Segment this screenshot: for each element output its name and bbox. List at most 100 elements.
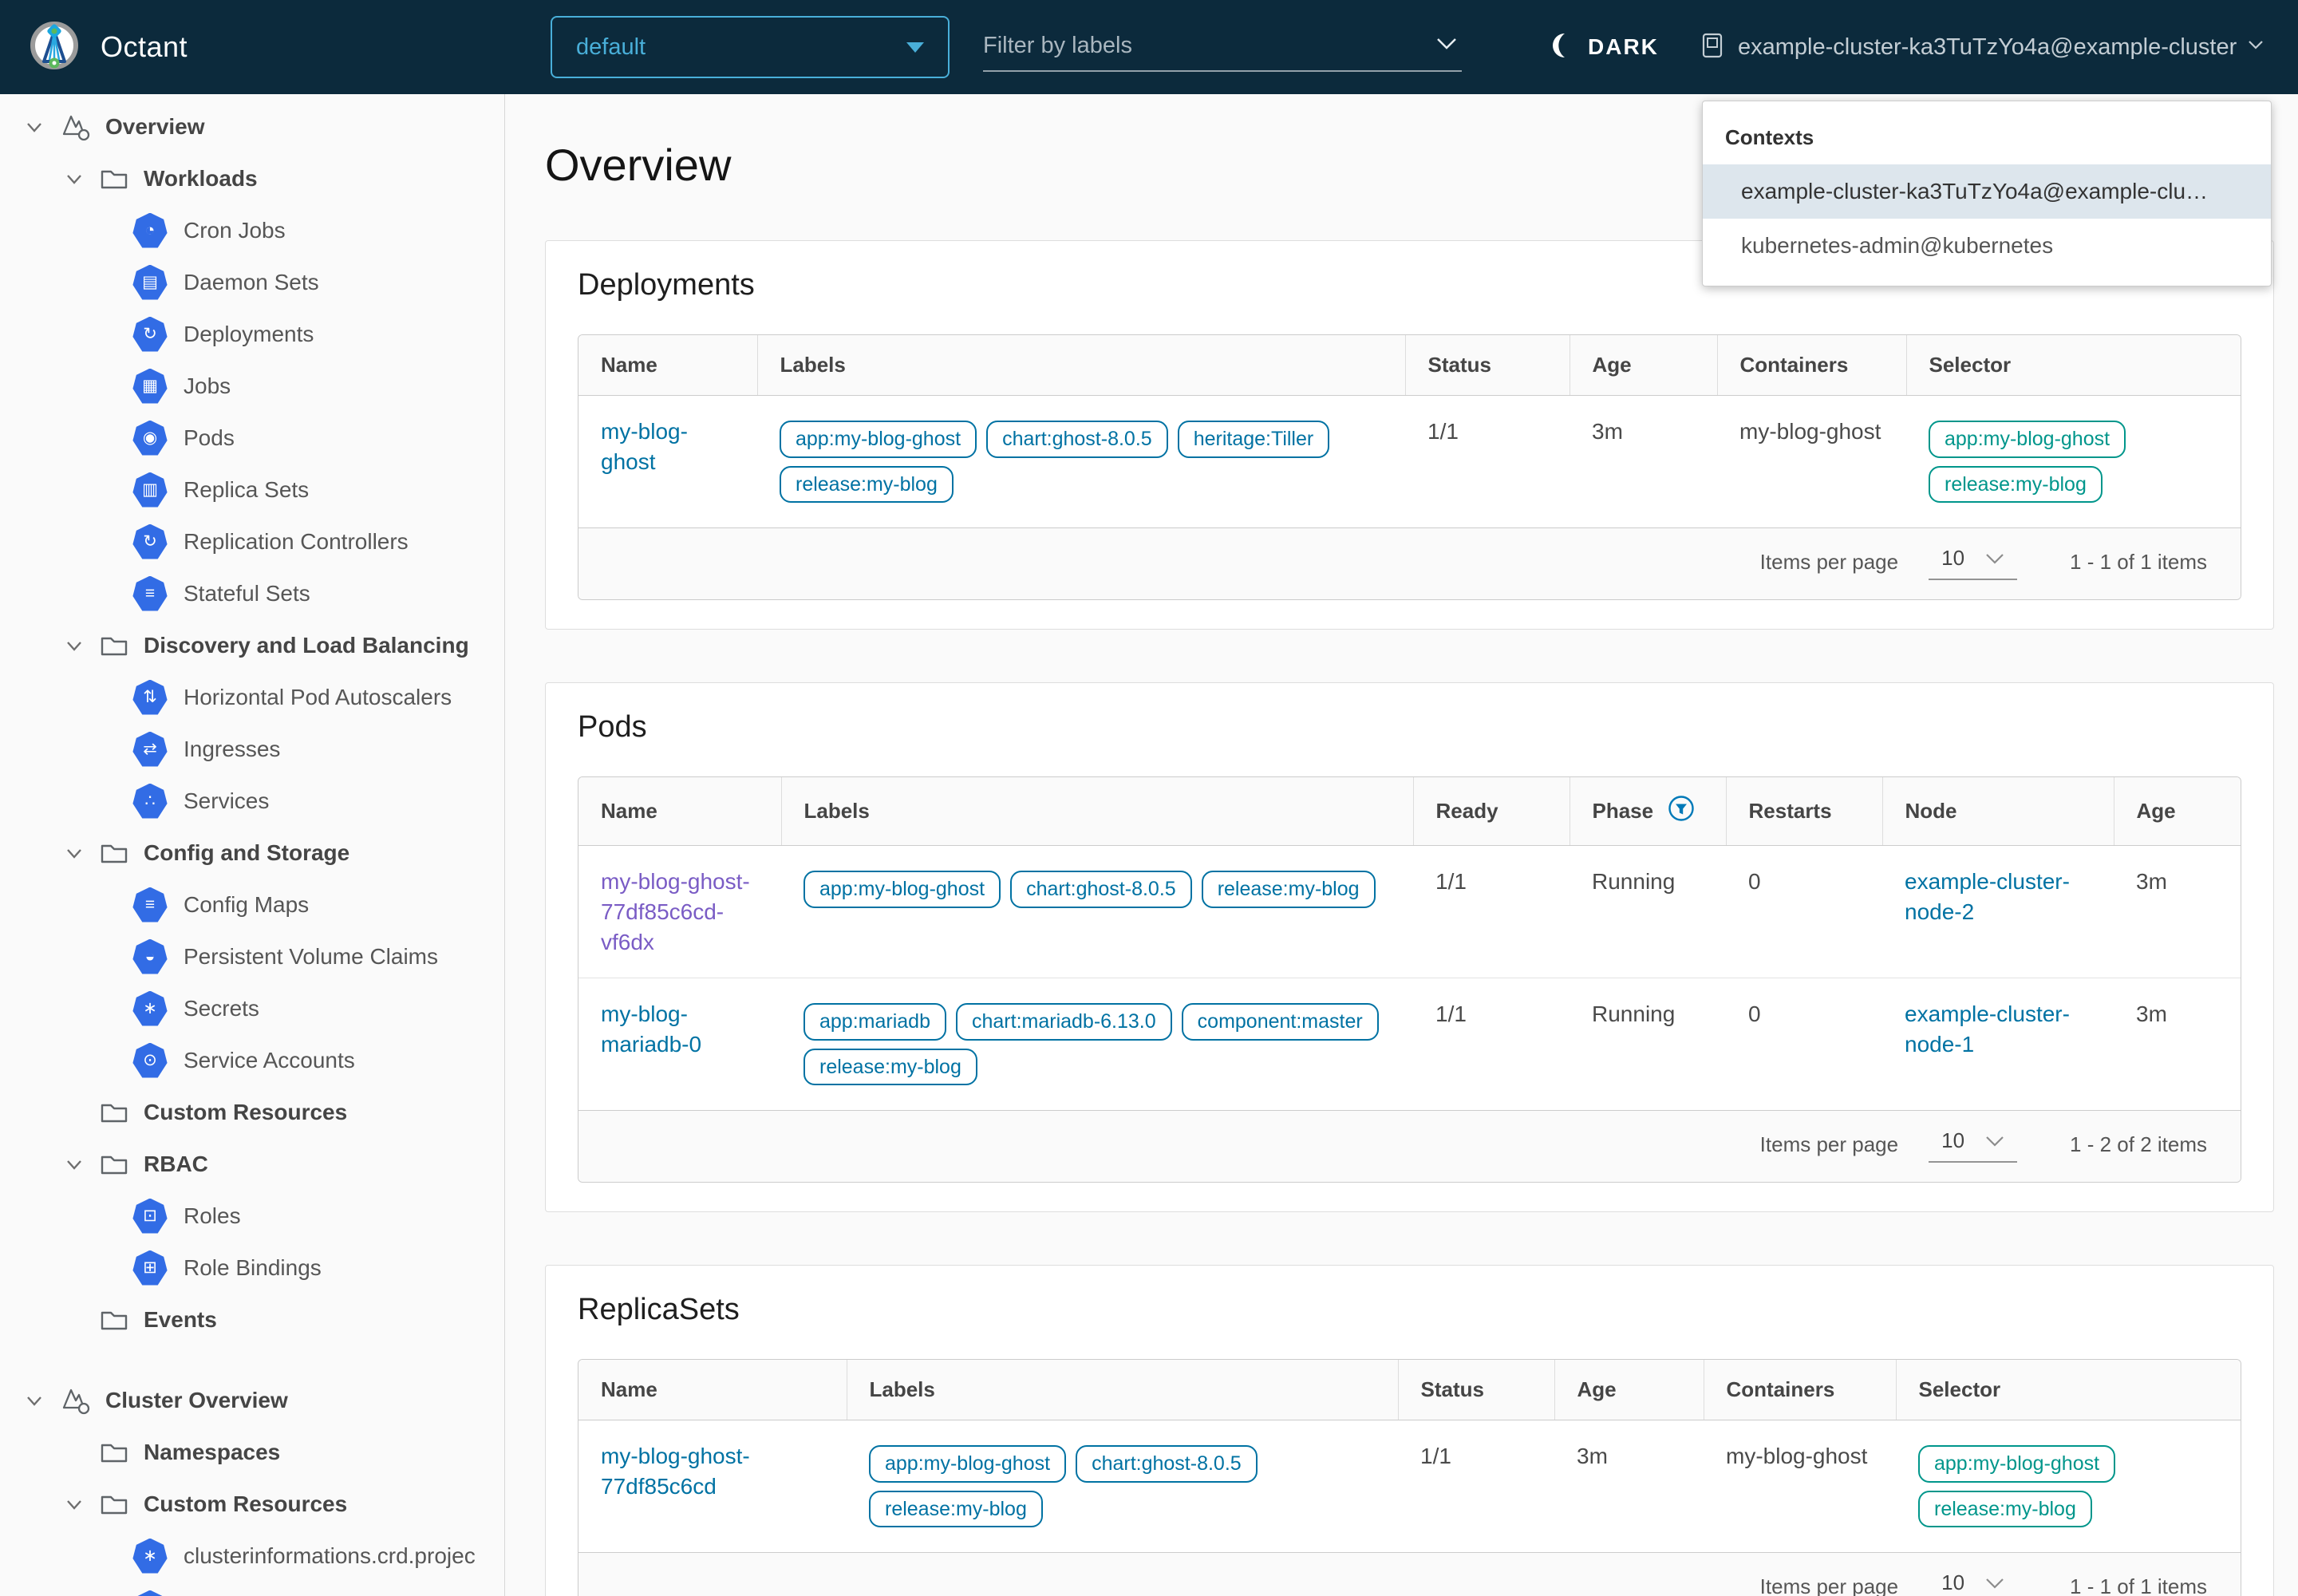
sidebar-item-events[interactable]: Events [0, 1294, 504, 1345]
column-header-status[interactable]: Status [1404, 335, 1570, 396]
context-option-kubernetes-admin-kubernetes[interactable]: kubernetes-admin@kubernetes [1741, 233, 2054, 258]
octant-logo-icon [29, 20, 80, 75]
sidebar-item-persistent-volume-claims[interactable]: ◒ Persistent Volume Claims [0, 930, 504, 982]
column-header-node[interactable]: Node [1881, 777, 2114, 846]
page-size-select[interactable]: 10 [1929, 544, 2018, 580]
sidebar-item-config-maps[interactable]: ≡ Config Maps [0, 879, 504, 930]
sidebar-item-deployments[interactable]: ↻ Deployments [0, 308, 504, 360]
chevron-down-icon [62, 841, 86, 865]
page-size-value: 10 [1941, 1128, 1965, 1153]
sidebar-item-cron-jobs[interactable]: ◔ Cron Jobs [0, 204, 504, 256]
page-size-value: 10 [1941, 1570, 1965, 1595]
context-dropdown: Contexts example-cluster-ka3TuTzYo4a@exa… [1702, 101, 2272, 286]
sidebar-item-discovery-and-load-balancing[interactable]: Discovery and Load Balancing [0, 619, 504, 671]
column-header-ready[interactable]: Ready [1412, 777, 1570, 846]
sidebar-item-config-and-storage[interactable]: Config and Storage [0, 827, 504, 879]
sidebar-item-jobs[interactable]: ▦ Jobs [0, 360, 504, 412]
sidebar-item-horizontal-pod-autoscalers[interactable]: ⇅ Horizontal Pod Autoscalers [0, 671, 504, 723]
column-header-age[interactable]: Age [2113, 777, 2241, 846]
column-header-name[interactable]: Name [578, 1360, 847, 1421]
sidebar-item-services[interactable]: ∴ Services [0, 775, 504, 827]
items-per-page-label: Items per page [1759, 1574, 1899, 1596]
namespace-select[interactable]: default [551, 16, 950, 78]
cell-name: my-blog-mariadb-0 [578, 978, 781, 1111]
name-link[interactable]: my-blog-ghost [601, 419, 688, 474]
column-header-age[interactable]: Age [1569, 335, 1717, 396]
pagination-range: 1 - 1 of 1 items [2070, 550, 2207, 574]
chevron-down-icon [1436, 38, 1457, 54]
filter-icon[interactable] [1668, 795, 1695, 828]
sidebar-item-replication-controllers[interactable]: ↻ Replication Controllers [0, 516, 504, 567]
column-header-containers[interactable]: Containers [1716, 335, 1906, 396]
column-header-phase[interactable]: Phase [1569, 777, 1726, 846]
table-pagination: Items per page 10 1 - 1 of 1 items [578, 527, 2241, 599]
sidebar-item-custom-resources[interactable]: Custom Resources [0, 1086, 504, 1138]
sidebar-item-roles[interactable]: ⊡ Roles [0, 1190, 504, 1242]
sidebar-item-label: Persistent Volume Claims [184, 943, 439, 969]
sidebar-item-clusterinformations-crd-projec[interactable]: ∗ clusterinformations.crd.projec [0, 1530, 504, 1582]
column-header-containers[interactable]: Containers [1703, 1360, 1896, 1421]
label-chip: release:my-blog [804, 1048, 977, 1086]
sidebar-item-custom-resources[interactable]: Custom Resources [0, 1478, 504, 1530]
sidebar-item-overview[interactable]: Overview [0, 101, 504, 152]
column-header-name[interactable]: Name [578, 335, 757, 396]
sidebar-item-label: Cluster Overview [105, 1387, 288, 1412]
node-link[interactable]: example-cluster-node-1 [1905, 1001, 2070, 1057]
sidebar-item-replica-sets[interactable]: ▥ Replica Sets [0, 464, 504, 516]
pods-section: Pods Name Labels Ready Phase Restarts Node Age m… [545, 682, 2274, 1213]
column-header-restarts[interactable]: Restarts [1725, 777, 1882, 846]
theme-toggle-label: DARK [1588, 34, 1659, 59]
sidebar-item-label: Secrets [184, 995, 259, 1021]
cell-phase: Running [1570, 845, 1726, 978]
column-header-selector[interactable]: Selector [1905, 335, 2241, 396]
column-header-status[interactable]: Status [1397, 1360, 1554, 1421]
sidebar-item-namespaces[interactable]: Namespaces [0, 1426, 504, 1478]
sidebar-item-cluster-overview[interactable]: Cluster Overview [0, 1374, 504, 1426]
sidebar-item-rbac[interactable]: RBAC [0, 1138, 504, 1190]
cell-ready: 1/1 [1413, 845, 1570, 978]
cell-age: 3m [1554, 1420, 1704, 1553]
page-size-select[interactable]: 10 [1929, 1127, 2018, 1163]
name-link[interactable]: my-blog-ghost-77df85c6cd [601, 1444, 750, 1499]
label-chip: app:mariadb [804, 1003, 946, 1041]
sidebar-item-workloads[interactable]: Workloads [0, 152, 504, 204]
page-size-select[interactable]: 10 [1929, 1569, 2017, 1596]
sidebar-item-role-bindings[interactable]: ⊞ Role Bindings [0, 1242, 504, 1294]
node-link[interactable]: example-cluster-node-2 [1905, 869, 2070, 924]
column-header-selector[interactable]: Selector [1895, 1360, 2241, 1421]
sidebar-item-daemon-sets[interactable]: ▤ Daemon Sets [0, 256, 504, 308]
table-row: my-blog-ghost-77df85c6cd-vf6dx app:my-blo… [578, 845, 2241, 978]
column-header-labels[interactable]: Labels [756, 335, 1405, 396]
sidebar-item-stateful-sets[interactable]: ≡ Stateful Sets [0, 567, 504, 619]
brand[interactable]: Octant [29, 0, 188, 94]
sidebar-item-secrets[interactable]: ∗ Secrets [0, 982, 504, 1034]
table-row: my-blog-ghost-77df85c6cd app:my-blog-ghos… [578, 1420, 2241, 1553]
deployments-section: Deployments Name Labels Status Age Containers… [545, 240, 2274, 630]
cell-node: example-cluster-node-1 [1882, 978, 2114, 1111]
custom-resource-icon: ∗ [132, 1538, 168, 1574]
sidebar-item-label: Events [144, 1306, 217, 1332]
column-header-labels[interactable]: Labels [780, 777, 1413, 846]
column-header-name[interactable]: Name [578, 777, 781, 846]
context-dropdown-title: Contexts [1725, 125, 1814, 149]
context-option-example-cluster-ka3tutzyo4a-example-clu[interactable]: example-cluster-ka3TuTzYo4a@example-clu… [1703, 164, 2271, 219]
cell-age: 3m [1570, 395, 1717, 527]
folder-icon [99, 1491, 129, 1517]
folder-icon [99, 1100, 129, 1125]
sidebar-item-service-accounts[interactable]: ⊙ Service Accounts [0, 1034, 504, 1086]
table-pagination: Items per page 10 1 - 2 of 2 items [578, 1110, 2241, 1183]
context-picker[interactable]: example-cluster-ka3TuTzYo4a@example-clus… [1698, 0, 2264, 94]
theme-toggle-button[interactable]: DARK [1546, 0, 1659, 94]
sidebar-item-pods[interactable]: ◉ Pods [0, 412, 504, 464]
cell-node: example-cluster-node-2 [1882, 845, 2114, 978]
name-link[interactable]: my-blog-ghost-77df85c6cd-vf6dx [601, 869, 750, 954]
name-link[interactable]: my-blog-mariadb-0 [601, 1001, 702, 1057]
column-header-labels[interactable]: Labels [846, 1360, 1398, 1421]
column-header-age[interactable]: Age [1554, 1360, 1704, 1421]
label-filter-input[interactable]: Filter by labels [983, 21, 1462, 72]
label-chip: app:my-blog-ghost [1918, 1445, 2116, 1483]
sidebar-item-csidrivers-csi-storage-k8s-io[interactable]: ∗ csidrivers.csi.storage.k8s.io [0, 1582, 504, 1596]
ingresses-icon: ⇄ [132, 731, 168, 767]
cell-name: my-blog-ghost-77df85c6cd-vf6dx [578, 845, 781, 978]
sidebar-item-ingresses[interactable]: ⇄ Ingresses [0, 723, 504, 775]
